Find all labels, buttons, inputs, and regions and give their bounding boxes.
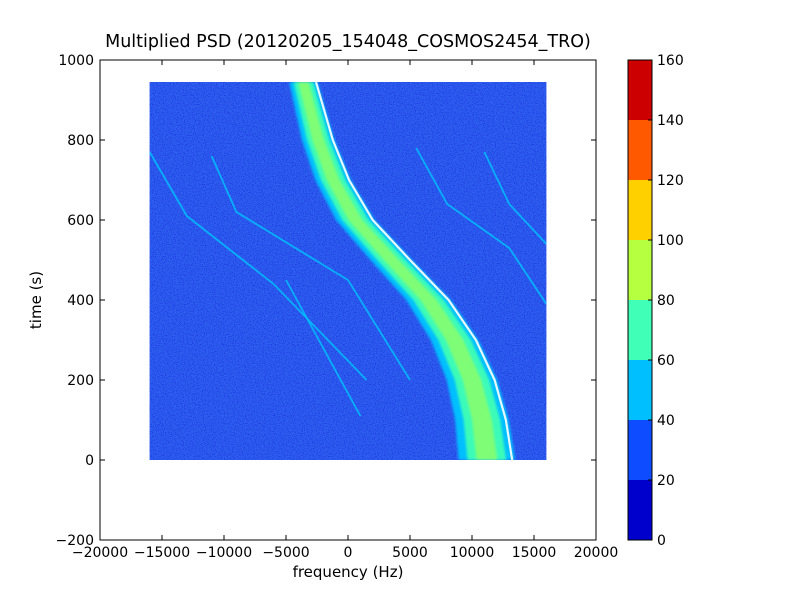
colorbar-segment xyxy=(628,480,652,540)
colorbar-segment xyxy=(628,180,652,240)
colorbar-segment xyxy=(628,240,652,300)
y-tick-label: 200 xyxy=(67,373,94,389)
colorbar-segment xyxy=(628,120,652,180)
colorbar-tick-label: 40 xyxy=(657,413,675,429)
y-axis-label: time (s) xyxy=(27,271,45,329)
colorbar-tick-label: 120 xyxy=(657,173,684,189)
x-tick-label: −20000 xyxy=(72,545,128,561)
x-tick-label: 10000 xyxy=(450,545,495,561)
colorbar-segment xyxy=(628,300,652,360)
x-tick-label: 20000 xyxy=(574,545,619,561)
colorbar-tick-label: 100 xyxy=(657,233,684,249)
y-axis: −200 0 200 400 600 800 1000 xyxy=(56,53,596,549)
colorbar-tick-label: 20 xyxy=(657,473,675,489)
y-tick-label: 1000 xyxy=(58,53,94,69)
main-doppler-band xyxy=(289,82,516,460)
faint-trace-2 xyxy=(285,279,362,417)
colorbar-tick-label: 140 xyxy=(657,113,684,129)
faint-trace-4 xyxy=(483,151,547,245)
colorbar: 0 20 40 60 80 100 120 140 160 xyxy=(627,53,684,549)
plot-area xyxy=(99,59,597,541)
y-tick-label: 800 xyxy=(67,133,94,149)
colorbar-tick-label: 80 xyxy=(657,293,675,309)
colorbar-tick-label: 60 xyxy=(657,353,675,369)
chart-title: Multiplied PSD (20120205_154048_COSMOS24… xyxy=(105,32,591,52)
colorbar-tick-label: 160 xyxy=(657,53,684,69)
faint-trace-0 xyxy=(149,151,368,381)
y-tick-label: 0 xyxy=(85,453,94,469)
signal-line xyxy=(314,82,514,460)
y-tick-label: −200 xyxy=(56,533,94,549)
x-tick-label: 5000 xyxy=(392,545,428,561)
x-tick-label: −15000 xyxy=(134,545,190,561)
y-tick-label: 400 xyxy=(67,293,94,309)
colorbar-tick-label: 0 xyxy=(657,533,666,549)
faint-traces xyxy=(149,147,547,417)
colorbar-segment xyxy=(628,360,652,420)
faint-trace-3 xyxy=(415,147,547,305)
x-tick-label: −5000 xyxy=(262,545,309,561)
x-axis-label: frequency (Hz) xyxy=(293,563,404,581)
colorbar-segment xyxy=(628,60,652,120)
x-axis: −20000 −15000 −10000 −5000 0 5000 10000 15000 20… xyxy=(72,60,618,561)
x-tick-label: 0 xyxy=(344,545,353,561)
band-layer-2 xyxy=(298,82,498,460)
faint-trace-1 xyxy=(210,155,411,381)
x-tick-label: −10000 xyxy=(196,545,252,561)
colorbar-segment xyxy=(628,420,652,480)
y-tick-label: 600 xyxy=(67,213,94,229)
x-tick-label: 15000 xyxy=(512,545,557,561)
